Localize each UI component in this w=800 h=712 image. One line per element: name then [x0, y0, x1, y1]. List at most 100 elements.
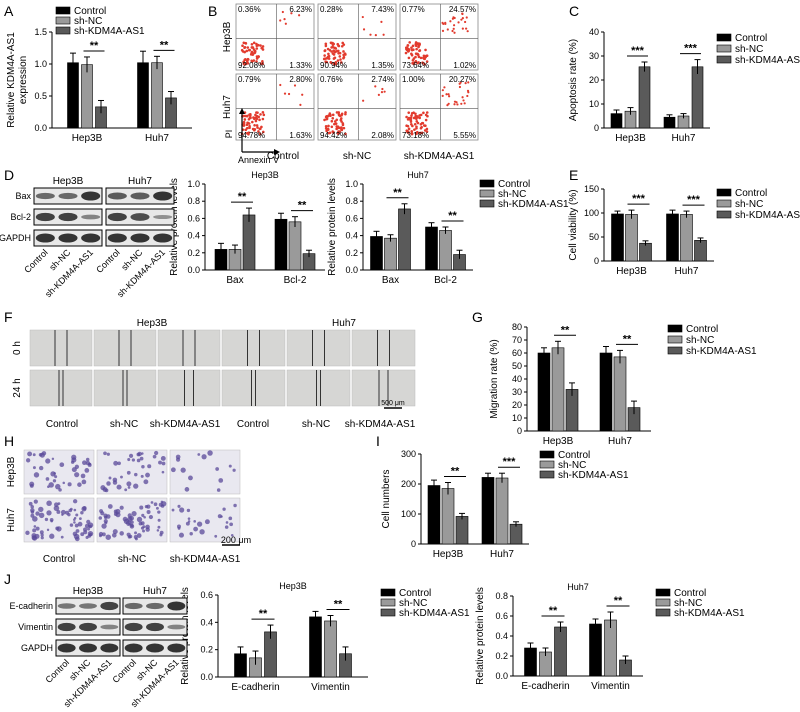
flow-dot — [283, 92, 287, 95]
flow-dot — [456, 103, 459, 106]
flow-dot — [331, 116, 335, 120]
flow-dot — [330, 50, 333, 53]
western-blot-j: Hep3B Huh7E-cadherinVimentinGAPDHControls… — [9, 586, 188, 709]
quadrant-ur: 2.80% — [289, 75, 312, 84]
flow-dot — [328, 131, 332, 135]
cell-dot — [101, 532, 106, 537]
blot-band — [58, 212, 78, 222]
bar-sh-kdm4a-as1 — [638, 66, 651, 129]
flow-dot — [324, 125, 328, 128]
y-tick-label: 0.6 — [200, 590, 213, 600]
flow-dot — [334, 60, 338, 64]
flow-dot — [419, 113, 423, 117]
flow-dot — [414, 41, 418, 44]
cell-dot — [81, 479, 87, 485]
cell-dot — [148, 514, 154, 520]
x-category-label: Vimentin — [591, 681, 630, 692]
x-category-label: Huh7 — [608, 436, 632, 447]
significance-label: ** — [623, 333, 632, 345]
flow-dot — [245, 126, 249, 130]
flow-dot — [252, 59, 256, 62]
cell-dot — [32, 516, 38, 522]
cell-dot — [145, 472, 150, 478]
transwell-panel: Hep3B Huh7 Control sh-NC sh-KDM4A-AS1 200 μm — [6, 449, 251, 565]
flow-dot — [287, 92, 291, 96]
cell-dot — [175, 457, 181, 462]
cell-dot — [80, 511, 84, 515]
flow-dot — [414, 55, 417, 59]
flow-dot — [338, 51, 342, 55]
blot-band — [167, 624, 186, 630]
blot-cell-line: Hep3B — [53, 176, 84, 187]
legend-label: sh-NC — [558, 460, 586, 471]
legend-swatch-control — [380, 588, 396, 597]
y-tick-label: 0.6 — [495, 611, 508, 621]
cell-dot — [171, 508, 175, 512]
cell-dot — [98, 516, 103, 520]
cell-dot — [145, 527, 150, 532]
quadrant-lr: 1.35% — [371, 61, 394, 70]
panel-letter-f: F — [4, 309, 13, 325]
cell-dot — [44, 517, 49, 522]
cell-dot — [143, 479, 149, 485]
flow-dot — [460, 102, 463, 105]
x-category-label: Bax — [382, 275, 399, 286]
x-category-label: Bcl-2 — [284, 275, 307, 286]
cell-dot — [82, 460, 87, 466]
legend-swatch-sh-nc — [716, 199, 732, 208]
x-category-label: Huh7 — [145, 133, 169, 144]
cell-dot — [40, 533, 44, 537]
cell-dot — [113, 509, 118, 514]
cell-dot — [179, 507, 185, 513]
flow-dot — [331, 41, 334, 45]
flow-dot — [463, 102, 466, 105]
cell-dot — [131, 458, 135, 462]
flow-dot — [416, 61, 419, 65]
cell-dot — [54, 475, 58, 479]
flow-dot — [335, 118, 339, 122]
cell-dot — [186, 508, 191, 513]
cell-dot — [126, 481, 132, 487]
chart-d-huh7-protein: 0.0 0.2 0.4 0.6 0.8 1.0 Relative protein level… — [327, 170, 569, 286]
flow-dot — [327, 52, 330, 56]
significance-label: *** — [503, 456, 517, 468]
flow-dot — [333, 50, 337, 54]
bar-sh-nc — [441, 488, 455, 545]
flow-dot — [411, 44, 415, 48]
cell-dot — [139, 505, 144, 510]
flow-dot — [447, 102, 450, 105]
cell-dot — [25, 530, 30, 536]
flow-dot — [461, 12, 464, 16]
cell-dot — [46, 500, 52, 507]
cell-dot — [51, 457, 55, 461]
cell-dot — [38, 512, 45, 519]
wound-column-label: sh-NC — [110, 419, 138, 430]
flow-dot — [466, 30, 469, 33]
flow-dot — [380, 91, 384, 94]
y-tick-label: 0.4 — [495, 631, 508, 641]
flow-dot — [417, 44, 421, 47]
flow-dot — [409, 120, 413, 123]
cell-dot — [108, 476, 112, 480]
x-category-label: Hep3B — [616, 266, 647, 277]
bar-sh-kdm4a-as1 — [639, 242, 652, 262]
flow-dot — [337, 44, 341, 48]
cell-dot — [143, 515, 146, 519]
cell-dot — [119, 531, 124, 536]
flow-dot — [419, 126, 423, 130]
legend-swatch-control — [539, 450, 555, 459]
flow-dot — [418, 131, 422, 135]
flow-dot — [299, 103, 302, 106]
y-axis-label: Migration rate (%) — [489, 339, 500, 418]
flow-dot — [448, 95, 451, 98]
x-axis-label: Annexin V — [238, 155, 279, 165]
flow-dot — [406, 44, 410, 47]
bar-sh-kdm4a-as1 — [694, 240, 707, 262]
flow-dot — [342, 50, 345, 53]
quadrant-ur: 2.74% — [371, 75, 394, 84]
y-tick-label: 40 — [512, 374, 522, 384]
y-tick-label: 40 — [589, 27, 599, 37]
cell-dot — [78, 517, 82, 521]
y-axis-label: Cell numbers — [381, 470, 392, 529]
flow-dot — [252, 128, 256, 132]
